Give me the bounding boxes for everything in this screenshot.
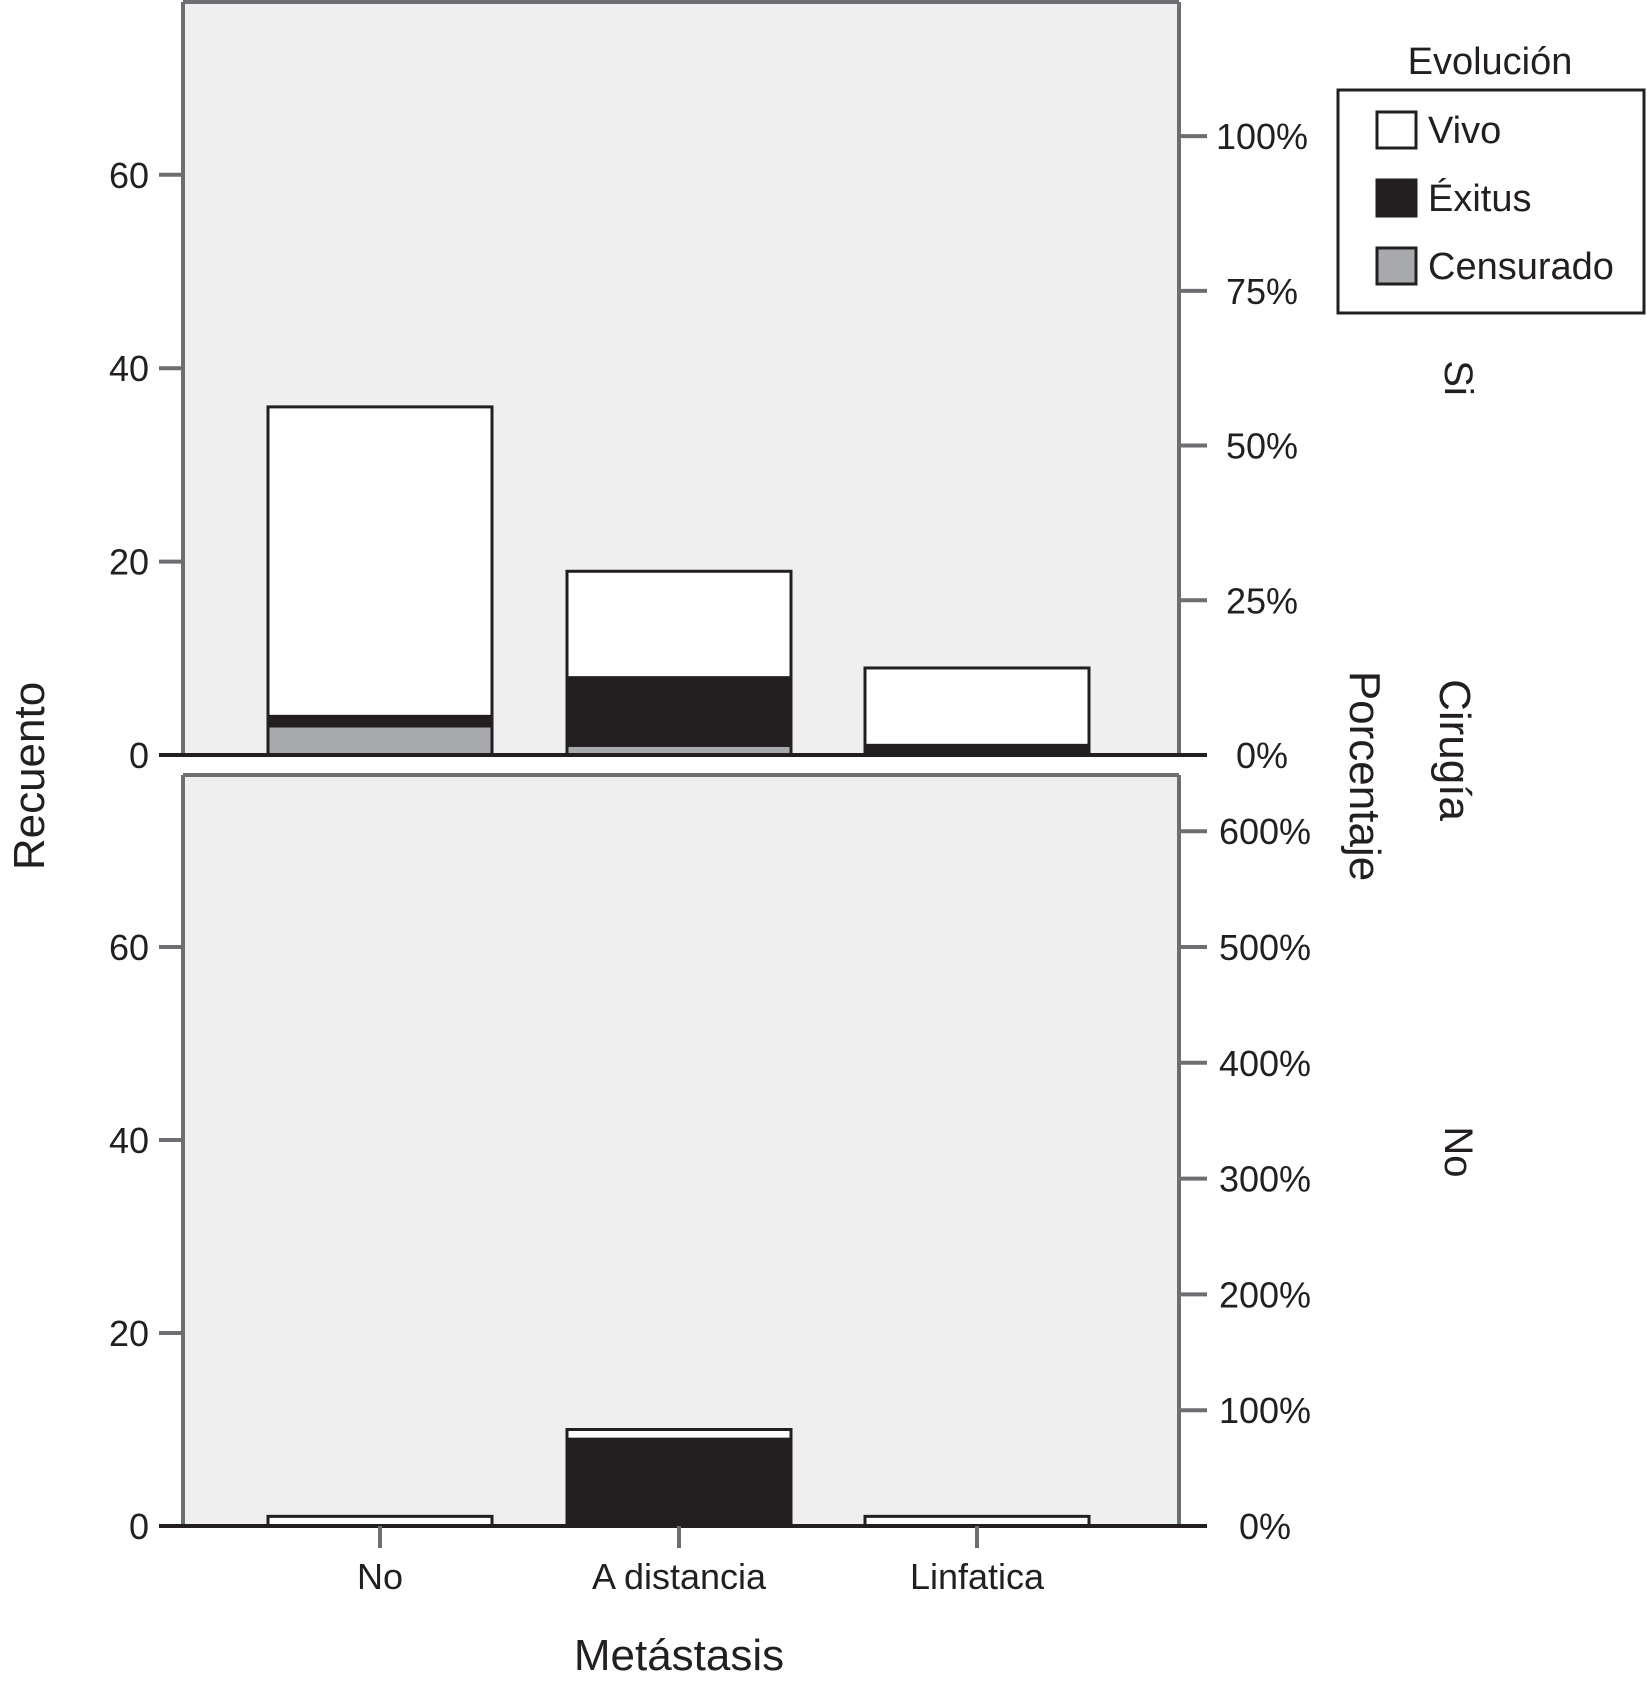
x-tick-label: No [357,1556,403,1597]
bar-segment-xitus [565,676,793,747]
x-axis: No A distancia Linfatica [357,1526,1045,1597]
bar-segment-vivo [565,569,793,680]
y2-tick-label: 0% [1239,1506,1291,1547]
bar-segment-vivo [565,1428,793,1441]
facet-strip-label: No [1436,1126,1480,1177]
y2-tick-label: 400% [1219,1043,1311,1084]
x-axis-title: Metástasis [574,1631,784,1680]
y2-tick-label: 200% [1219,1274,1311,1315]
legend-label: Vivo [1428,110,1501,152]
y2-tick-label: 600% [1219,811,1311,852]
y2-axis-title: Porcentaje [1340,671,1389,881]
y-tick-label: 0 [129,1506,149,1547]
legend-title: Evolución [1408,41,1573,83]
facet-strip-label: Si [1436,360,1480,396]
x-tick-label: Linfatica [910,1556,1045,1597]
y2-tick-label: 0% [1236,735,1288,776]
y2-tick-label: 500% [1219,927,1311,968]
y-axis-title: Recuento [5,682,54,870]
bar-segment-vivo [266,405,494,718]
bar-segment-censurado [266,724,494,757]
legend-swatch-xitus [1375,178,1418,218]
y-tick-label: 40 [109,1120,149,1161]
y2-tick-label: 300% [1219,1159,1311,1200]
legend-swatch-vivo [1375,110,1418,150]
bar-segment-vivo [863,666,1091,747]
panel-si: 0 20 40 60 0% 25% 50% 75% 100% Si [109,0,1480,776]
y-tick-label: 0 [129,735,149,776]
x-tick-label: A distancia [592,1556,767,1597]
y-tick-label: 20 [109,542,149,583]
y-tick-label: 20 [109,1313,149,1354]
y2-tick-label: 100% [1216,116,1308,157]
legend-swatch-censurado [1375,246,1418,286]
legend: Evolución Vivo Éxitus Censurado [1336,41,1646,315]
legend-label: Éxitus [1428,177,1531,220]
y-tick-label: 60 [109,927,149,968]
bar-segment-xitus [565,1437,793,1528]
facet-title: Cirugía [1430,679,1479,821]
y2-tick-label: 100% [1219,1390,1311,1431]
y2-tick-label: 50% [1226,426,1298,467]
y-tick-label: 40 [109,348,149,389]
y2-tick-label: 25% [1226,580,1298,621]
panel-background [183,775,1179,1526]
legend-label: Censurado [1428,246,1614,288]
y2-tick-label: 75% [1226,271,1298,312]
y-tick-label: 60 [109,155,149,196]
